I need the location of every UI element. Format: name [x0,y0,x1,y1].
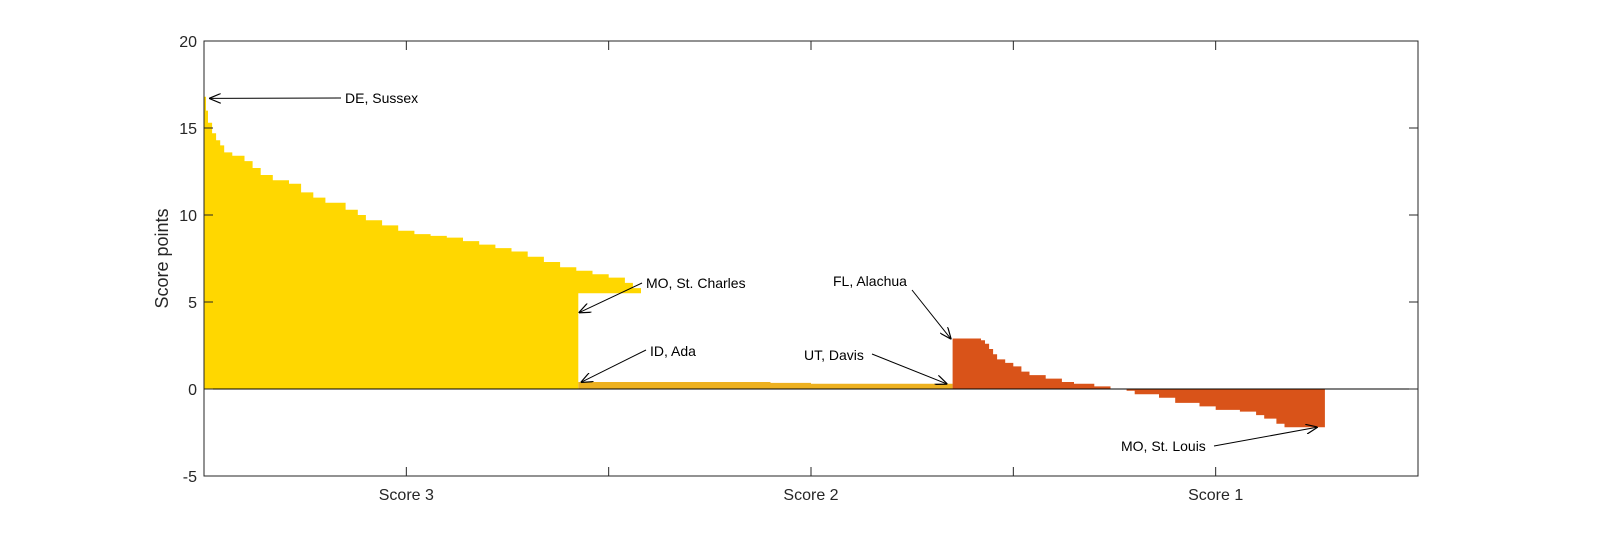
series-area-3 [952,338,1325,428]
annotation-arrow [1213,427,1317,447]
ticks-layer: -5 0 5 10 15 20 Score 3 Score 2 Score 1 [179,34,1418,504]
series-area-2 [578,382,953,389]
annotation-arrow [580,282,643,312]
series-layer [204,96,1325,428]
annotation-label: UT, Davis [804,347,864,363]
y-tick-label: 15 [179,121,197,138]
y-axis-label: Score points [152,208,172,308]
annotation-arrow [871,353,947,384]
annotation-arrow [911,289,951,339]
annotation-label: MO, St. Charles [646,275,746,291]
annotations-layer: DE, Sussex MO, St. Charles ID, Ada FL, Alac… [210,90,1317,454]
x-tick-label: Score 2 [783,487,838,504]
y-tick-label: 20 [179,34,197,51]
y-tick-label: 10 [179,208,197,225]
x-tick-label: Score 3 [379,487,434,504]
series-area-1 [204,96,641,389]
annotation-label: FL, Alachua [833,273,907,289]
annotation-label: ID, Ada [650,343,696,359]
y-tick-label: 5 [188,295,197,312]
annotation-label: DE, Sussex [345,90,418,106]
y-tick-label: -5 [183,469,197,486]
annotation-arrow [582,349,647,382]
x-tick-label: Score 1 [1188,487,1243,504]
y-tick-label: 0 [188,382,197,399]
annotation-label: MO, St. Louis [1121,438,1206,454]
